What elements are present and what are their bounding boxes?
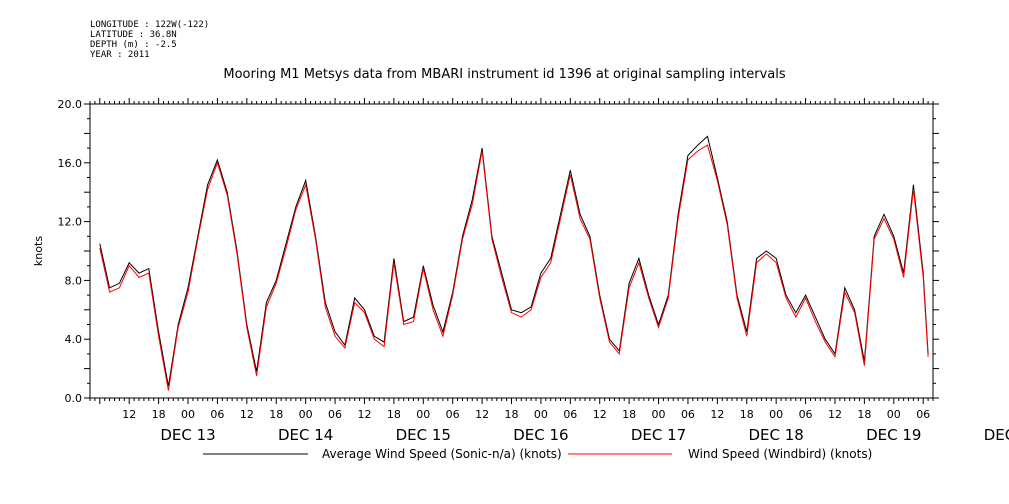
x-day-label: DEC 13 bbox=[160, 426, 215, 444]
x-hour-label: 00 bbox=[652, 408, 666, 421]
x-hour-label: 06 bbox=[681, 408, 695, 421]
x-day-label: DEC 20 bbox=[984, 426, 1009, 444]
x-hour-label: 06 bbox=[210, 408, 224, 421]
x-hour-label: 00 bbox=[887, 408, 901, 421]
latitude-text: LATITUDE : 36.8N bbox=[90, 30, 177, 40]
x-hour-label: 12 bbox=[828, 408, 842, 421]
x-hour-label: 18 bbox=[387, 408, 401, 421]
x-hour-label: 18 bbox=[740, 408, 754, 421]
x-hour-label: 18 bbox=[152, 408, 166, 421]
y-tick-label: 12.0 bbox=[58, 216, 83, 229]
x-hour-label: 00 bbox=[769, 408, 783, 421]
depth-text: DEPTH (m) : -2.5 bbox=[90, 40, 177, 50]
x-day-label: DEC 16 bbox=[513, 426, 568, 444]
x-hour-label: 06 bbox=[328, 408, 342, 421]
x-day-label: DEC 17 bbox=[631, 426, 686, 444]
x-hour-label: 06 bbox=[916, 408, 930, 421]
series-windbird-line bbox=[99, 144, 929, 391]
x-hour-label: 12 bbox=[122, 408, 136, 421]
chart-title: Mooring M1 Metsys data from MBARI instru… bbox=[223, 67, 786, 82]
plot-frame bbox=[89, 103, 934, 399]
x-hour-label: 12 bbox=[240, 408, 254, 421]
x-hour-label: 00 bbox=[534, 408, 548, 421]
x-hour-label: 18 bbox=[505, 408, 519, 421]
y-tick-label: 0.0 bbox=[65, 392, 83, 405]
y-tick-label: 16.0 bbox=[58, 157, 83, 170]
x-day-label: DEC 15 bbox=[396, 426, 451, 444]
metadata-block: LONGITUDE : 122W(-122) LATITUDE : 36.8N … bbox=[90, 20, 209, 60]
x-hour-label: 18 bbox=[269, 408, 283, 421]
x-hour-label: 12 bbox=[475, 408, 489, 421]
x-hour-label: 12 bbox=[710, 408, 724, 421]
legend-label-sonic: Average Wind Speed (Sonic-n/a) (knots) bbox=[322, 447, 562, 461]
y-tick-label: 8.0 bbox=[65, 274, 83, 287]
x-hour-label: 12 bbox=[593, 408, 607, 421]
x-day-label: DEC 18 bbox=[748, 426, 803, 444]
x-hour-label: 06 bbox=[799, 408, 813, 421]
x-hour-label: 12 bbox=[357, 408, 371, 421]
x-hour-label: 00 bbox=[416, 408, 430, 421]
series-sonic-line bbox=[99, 135, 929, 387]
longitude-text: LONGITUDE : 122W(-122) bbox=[90, 20, 210, 30]
x-hour-label: 00 bbox=[299, 408, 313, 421]
x-day-label: DEC 19 bbox=[866, 426, 921, 444]
year-text: YEAR : 2011 bbox=[90, 50, 150, 60]
x-hour-label: 18 bbox=[622, 408, 636, 421]
x-hour-label: 06 bbox=[563, 408, 577, 421]
y-tick-label: 20.0 bbox=[58, 98, 83, 111]
legend-label-windbird: Wind Speed (Windbird) (knots) bbox=[688, 447, 872, 461]
x-hour-label: 18 bbox=[857, 408, 871, 421]
x-day-label: DEC 14 bbox=[278, 426, 333, 444]
x-hour-label: 06 bbox=[446, 408, 460, 421]
y-axis-label: knots bbox=[32, 236, 45, 266]
x-hour-label: 00 bbox=[181, 408, 195, 421]
y-tick-label: 4.0 bbox=[65, 333, 83, 346]
